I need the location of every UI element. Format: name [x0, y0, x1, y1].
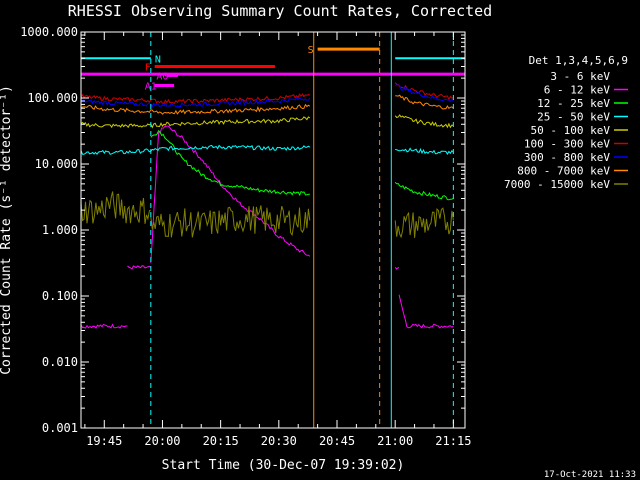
y-tick-label: 0.010 — [42, 355, 78, 369]
y-axis: 0.001 0.010 0.100 1.000 10.000 100.000 1000.00… — [20, 25, 465, 435]
legend-entry-label: 300 - 800 keV — [524, 151, 610, 164]
legend-entry-label: 800 - 7000 keV — [517, 165, 610, 178]
series-line — [81, 116, 311, 129]
series-layer — [81, 82, 454, 362]
y-tick-label: 100.000 — [27, 91, 78, 105]
legend-title: Det 1,3,4,5,6,9 — [529, 54, 628, 67]
series-line — [81, 144, 311, 156]
series-800-7000-kev — [81, 94, 454, 115]
series-12-25-kev — [150, 129, 454, 201]
y-tick-label: 10.000 — [35, 157, 78, 171]
legend-entry-label: 100 - 300 keV — [524, 138, 610, 151]
y-tick-label: 1000.000 — [20, 25, 78, 39]
series-line — [398, 294, 454, 329]
series-line — [394, 266, 400, 270]
series-7000-15000-kev — [81, 191, 454, 239]
series-line — [395, 94, 454, 110]
series-line — [150, 180, 310, 342]
series-line — [394, 82, 454, 101]
y-tick-label: 0.100 — [42, 289, 78, 303]
series-3-6-kev — [127, 180, 404, 362]
vertical-markers — [150, 32, 454, 428]
x-tick-label: 20:45 — [319, 434, 355, 448]
x-tick-label: 20:00 — [144, 434, 180, 448]
series-line — [395, 147, 454, 155]
x-tick-label: 20:30 — [261, 434, 297, 448]
legend-entry-label: 12 - 25 keV — [537, 97, 610, 110]
series-line — [394, 114, 454, 129]
interval-label: A0 — [156, 71, 168, 82]
x-axis: 19:45 20:00 20:15 20:30 20:45 21:00 21:15 — [84, 32, 471, 448]
series-50-100-kev — [81, 114, 454, 129]
series-line — [394, 207, 454, 239]
y-tick-label: 1.000 — [42, 223, 78, 237]
y-tick-label: 0.001 — [42, 421, 78, 435]
chart-title: RHESSI Observing Summary Count Rates, Co… — [68, 2, 492, 20]
x-axis-label: Start Time (30-Dec-07 19:39:02) — [162, 458, 405, 473]
series-line — [127, 265, 152, 270]
legend-entry-label: 25 - 50 keV — [537, 111, 610, 124]
series-100-300-kev — [81, 82, 454, 105]
series-line — [81, 93, 311, 105]
series-line — [394, 84, 454, 103]
x-tick-label: 21:15 — [435, 434, 471, 448]
series-25-50-kev — [81, 144, 454, 156]
series-line — [81, 191, 151, 224]
series-line — [81, 323, 128, 329]
series-300-800-kev — [81, 84, 454, 108]
series-line — [150, 205, 311, 238]
y-axis-label: Corrected Count Rate (s⁻¹ detector⁻¹) — [0, 85, 14, 375]
series-line — [394, 358, 404, 362]
legend-entry-label: 50 - 100 keV — [531, 124, 611, 137]
x-tick-label: 21:00 — [377, 434, 413, 448]
interval-label: N — [155, 54, 161, 65]
legend-entry-label: 7000 - 15000 keV — [504, 178, 610, 191]
legend-entry-label: 3 - 6 keV — [550, 70, 610, 83]
series-line — [150, 125, 311, 263]
x-tick-label: 20:15 — [203, 434, 239, 448]
interval-label: F — [145, 63, 151, 74]
interval-label: S — [308, 45, 314, 56]
series-line — [127, 348, 152, 353]
series-line — [81, 103, 311, 115]
legend-entry-label: 6 - 12 keV — [544, 84, 611, 97]
series-line — [81, 96, 311, 108]
series-line — [394, 181, 454, 201]
series-line — [150, 129, 310, 197]
series-6-12-kev — [81, 125, 454, 329]
footer-date: 17-Oct-2021 11:33 — [544, 470, 636, 480]
x-tick-label: 19:45 — [86, 434, 122, 448]
